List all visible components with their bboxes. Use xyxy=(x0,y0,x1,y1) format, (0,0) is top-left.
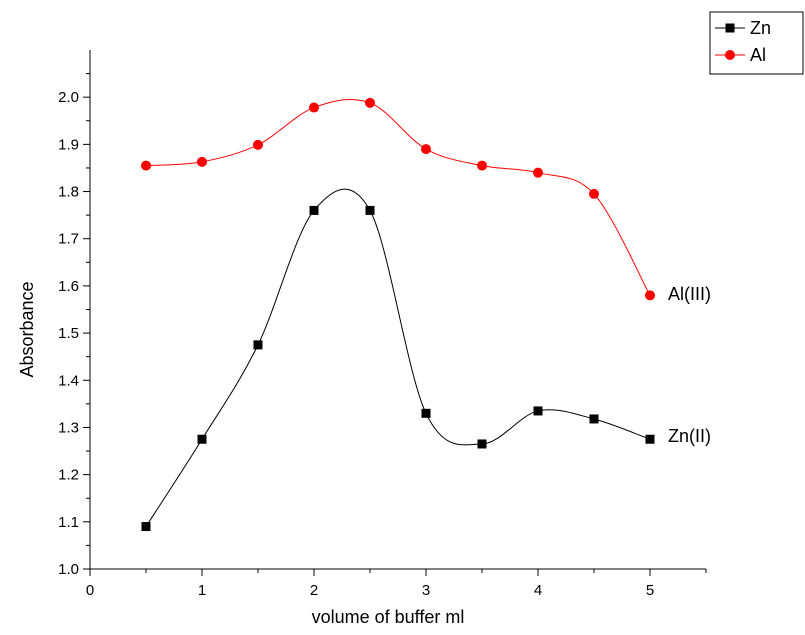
y-tick-label: 1.2 xyxy=(58,467,79,484)
zn-data-point xyxy=(589,414,599,424)
y-tick-label: 1.5 xyxy=(58,325,79,342)
zn-data-point xyxy=(253,340,263,350)
legend-al-label: Al xyxy=(750,45,766,65)
y-tick-label: 1.0 xyxy=(58,561,79,578)
zn-annotation: Zn(II) xyxy=(668,426,711,446)
x-tick-label: 1 xyxy=(198,582,206,599)
al-data-point xyxy=(365,97,375,108)
x-tick-label: 3 xyxy=(422,582,430,599)
x-tick-label: 5 xyxy=(646,582,654,599)
legend-zn-marker xyxy=(725,23,735,33)
zn-data-point xyxy=(645,434,655,444)
y-tick-label: 1.7 xyxy=(58,231,79,248)
zn-data-point xyxy=(421,408,431,418)
al-data-point xyxy=(197,156,207,167)
al-annotation: Al(III) xyxy=(668,284,711,304)
axes: 0 1 2 3 4 5 1.0 1.1 1.2 1.3 1.4 1.5 1.6 1.7 1.8 1.9 2.0 xyxy=(58,50,707,599)
x-tick-label: 4 xyxy=(534,582,542,599)
al-data-point xyxy=(477,160,487,171)
y-tick-label: 1.8 xyxy=(58,184,79,201)
zn-data-point xyxy=(533,406,543,416)
y-axis-title: Absorbance xyxy=(17,281,37,377)
y-tick-label: 1.6 xyxy=(58,278,79,295)
al-data-point xyxy=(533,167,543,178)
al-data-point xyxy=(141,160,151,171)
zn-data-point xyxy=(197,434,207,444)
legend-box xyxy=(709,11,804,75)
series-layer xyxy=(141,97,655,532)
y-tick-label: 1.4 xyxy=(58,372,79,389)
annotations: Zn(II) Al(III) xyxy=(668,284,711,446)
al-data-point xyxy=(589,188,599,199)
y-tick-label: 2.0 xyxy=(58,89,79,106)
y-tick-label: 1.9 xyxy=(58,136,79,153)
legend: Zn Al xyxy=(709,11,804,75)
zn-data-point xyxy=(309,205,319,215)
al-data-point xyxy=(421,144,431,155)
zn-data-point xyxy=(477,439,487,449)
x-axis-title: volume of buffer ml xyxy=(312,607,465,627)
x-tick-label: 0 xyxy=(86,582,94,599)
al-data-point xyxy=(253,139,263,150)
legend-zn-label: Zn xyxy=(750,18,771,38)
x-tick-label: 2 xyxy=(310,582,318,599)
zn-data-point xyxy=(141,522,151,532)
y-tick-label: 1.1 xyxy=(58,514,79,531)
zn-data-point xyxy=(365,205,375,215)
y-tick-label: 1.3 xyxy=(58,419,79,436)
zn-series-line xyxy=(145,188,651,527)
al-data-point xyxy=(309,102,319,113)
al-data-point xyxy=(645,290,655,301)
al-series-line xyxy=(145,98,651,296)
legend-al-marker xyxy=(725,50,735,60)
